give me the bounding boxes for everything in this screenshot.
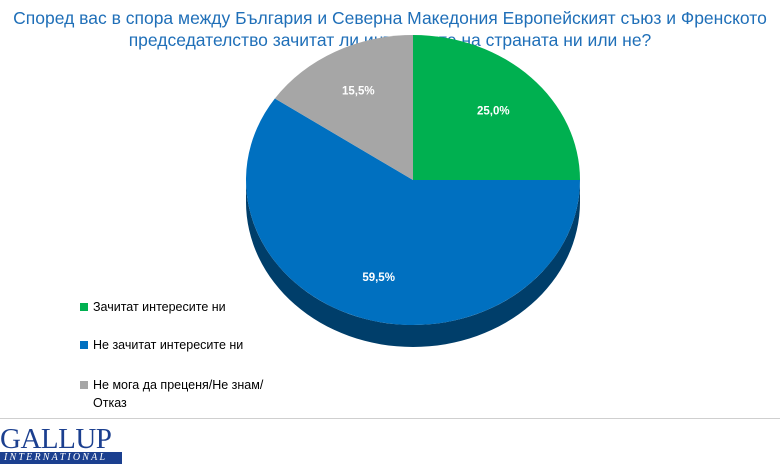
logo-bar xyxy=(0,452,122,464)
legend-swatch-dont-know xyxy=(80,381,88,389)
data-label-dont-know: 15,5% xyxy=(342,85,375,97)
chart-title-line-1: Според вас в спора между България и Севе… xyxy=(13,8,767,28)
legend-label-respect: Зачитат интересите ни xyxy=(93,300,226,314)
pie-slice-respect xyxy=(413,35,580,180)
pie-slice-not-respect xyxy=(246,98,580,325)
legend-item-respect: Зачитат интересите ни xyxy=(80,298,226,316)
legend-label-dont-know: Не мога да преценя/Не знам/Отказ xyxy=(93,378,264,410)
pie-slice-dont-know xyxy=(274,35,413,180)
legend-label-not-respect: Не зачитат интересите ни xyxy=(93,338,244,352)
data-label-not-respect: 59,5% xyxy=(362,272,395,284)
legend-item-not-respect: Не зачитат интересите ни xyxy=(80,336,243,354)
legend-swatch-respect xyxy=(80,303,88,311)
gallup-international-logo: GALLUP INTERNATIONAL xyxy=(0,424,122,464)
pie-chart: 25,0% 59,5% 15,5% xyxy=(246,35,580,347)
logo-text-international: INTERNATIONAL xyxy=(4,452,108,463)
logo-text-gallup: GALLUP xyxy=(0,423,112,455)
legend-swatch-not-respect xyxy=(80,341,88,349)
legend-item-dont-know: Не мога да преценя/Не знам/Отказ xyxy=(80,376,265,412)
data-label-respect: 25,0% xyxy=(477,105,510,117)
footer-divider xyxy=(0,418,780,419)
